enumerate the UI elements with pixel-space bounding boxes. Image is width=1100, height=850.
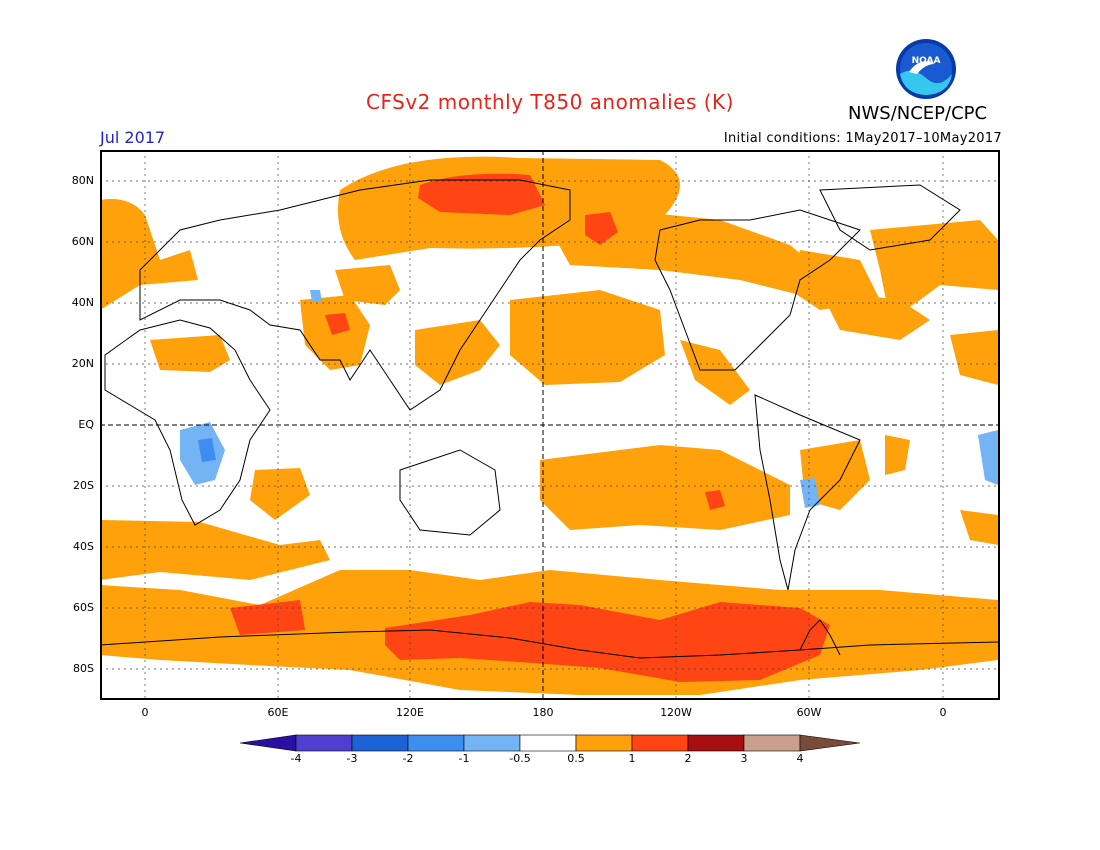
lat-label-60n: 60N bbox=[71, 235, 94, 248]
coast-greenland bbox=[819, 184, 961, 251]
colorbar-cell-1-2 bbox=[631, 734, 689, 752]
map-canvas bbox=[102, 152, 998, 698]
noaa-logo: NOAA bbox=[896, 39, 956, 99]
cool-region-south-america bbox=[800, 478, 820, 508]
cool-region-central-asia bbox=[310, 290, 322, 302]
strong-cool-regions bbox=[198, 438, 216, 462]
strong-warm-antarctic-pacific bbox=[385, 602, 830, 682]
coast-africa bbox=[104, 319, 271, 526]
colorbar-label-4: 4 bbox=[796, 752, 804, 765]
gridlines bbox=[102, 152, 998, 698]
anomaly-map bbox=[100, 150, 1000, 700]
reference-lines bbox=[102, 152, 998, 698]
lat-label-40n: 40N bbox=[71, 296, 94, 309]
strong-warm-iran bbox=[325, 313, 350, 335]
lat-label-20n: 20N bbox=[71, 357, 94, 370]
warm-region-west-pacific bbox=[415, 320, 500, 385]
colorbar-cell-05-1 bbox=[575, 734, 633, 752]
colorbar-cell-3-2 bbox=[351, 734, 409, 752]
colorbar-label-05: 0.5 bbox=[567, 752, 585, 765]
warm-region-southeast-atlantic bbox=[960, 510, 998, 545]
colorbar-cell-gt-4 bbox=[799, 734, 860, 752]
colorbar-cell-4-3 bbox=[295, 734, 353, 752]
initial-conditions: Initial conditions: 1May2017–10May2017 bbox=[723, 131, 1002, 146]
warm-region-indian-ocean bbox=[250, 468, 310, 520]
cool-region-atlantic-africa bbox=[978, 430, 998, 485]
logo-text: NOAA bbox=[912, 56, 941, 66]
strong-warm-siberia bbox=[418, 173, 545, 215]
warm-region-mid-atlantic bbox=[820, 290, 930, 340]
warm-region-south-pacific bbox=[540, 445, 790, 530]
strong-warm-regions bbox=[230, 173, 830, 682]
colorbar-label-m3: -3 bbox=[346, 752, 358, 765]
colorbar-label-2: 2 bbox=[684, 752, 692, 765]
lat-label-80s: 80S bbox=[73, 662, 94, 675]
forecast-month: Jul 2017 bbox=[100, 128, 166, 147]
coast-europe-asia bbox=[139, 179, 571, 411]
colorbar-label-1: 1 bbox=[628, 752, 636, 765]
lat-label-eq: EQ bbox=[78, 418, 94, 431]
lon-label-60e: 60E bbox=[267, 706, 289, 719]
lat-label-40s: 40S bbox=[73, 540, 94, 553]
colorbar-label-m4: -4 bbox=[290, 752, 302, 765]
lon-label-180: 180 bbox=[532, 706, 554, 719]
warm-region-north-pacific bbox=[510, 290, 665, 385]
lon-label-120e: 120E bbox=[396, 706, 424, 719]
colorbar-label-m2: -2 bbox=[402, 752, 414, 765]
colorbar-cell-2-3 bbox=[687, 734, 745, 752]
lon-label-60w: 60W bbox=[796, 706, 822, 719]
coast-antarctic-peninsula bbox=[799, 619, 841, 656]
warm-region-southern-ocean-band bbox=[102, 520, 330, 580]
strong-warm-indian-ocean-spot bbox=[230, 600, 305, 635]
colorbar-label-3: 3 bbox=[740, 752, 748, 765]
coast-north-america bbox=[654, 209, 861, 371]
coast-south-america bbox=[754, 394, 861, 591]
warm-region-central-asia bbox=[335, 265, 400, 305]
lon-label-120w: 120W bbox=[660, 706, 692, 719]
lat-label-60s: 60S bbox=[73, 601, 94, 614]
agency-label: NWS/NCEP/CPC bbox=[848, 103, 988, 124]
warm-region-mexico bbox=[680, 340, 750, 405]
warm-region-south-america-east bbox=[885, 435, 910, 475]
warm-region-europe bbox=[102, 199, 198, 309]
strong-warm-alaska bbox=[585, 212, 618, 245]
coast-australia bbox=[399, 449, 501, 536]
colorbar-cell-2-1 bbox=[407, 734, 465, 752]
colorbar-cell-neutral bbox=[519, 734, 577, 752]
warm-region-north-africa bbox=[150, 335, 230, 372]
strong-warm-south-pacific-spot bbox=[705, 490, 725, 510]
lat-label-80n: 80N bbox=[71, 174, 94, 187]
warm-region-east-atlantic bbox=[950, 330, 998, 385]
lon-label-0-right: 0 bbox=[939, 706, 947, 719]
colorbar bbox=[240, 734, 860, 752]
colorbar-label-m1: -1 bbox=[458, 752, 470, 765]
strong-cool-africa bbox=[198, 438, 216, 462]
lon-label-0-left: 0 bbox=[141, 706, 149, 719]
colorbar-cell-lt-4 bbox=[240, 734, 297, 752]
chart-title: CFSv2 monthly T850 anomalies (K) bbox=[366, 90, 734, 114]
colorbar-cell-1-05 bbox=[463, 734, 521, 752]
colorbar-cell-3-4 bbox=[743, 734, 801, 752]
coast-antarctica bbox=[102, 629, 998, 659]
colorbar-label-m05: -0.5 bbox=[509, 752, 531, 765]
lat-label-20s: 20S bbox=[73, 479, 94, 492]
coastlines bbox=[102, 179, 998, 659]
cool-anomaly-regions bbox=[180, 290, 998, 508]
